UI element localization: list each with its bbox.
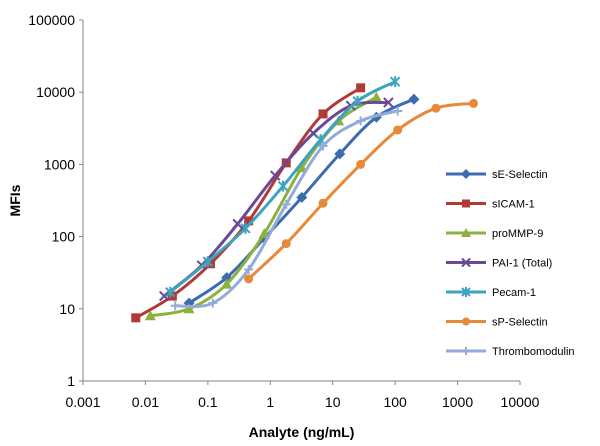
data-point — [408, 93, 420, 105]
data-point — [170, 301, 180, 311]
x-tick-label: 10 — [325, 394, 341, 410]
legend-marker — [462, 199, 470, 208]
series-sp-selectin — [244, 98, 479, 284]
data-point — [318, 198, 328, 208]
data-point — [221, 278, 233, 289]
legend-label: Pecam-1 — [492, 287, 536, 299]
data-point — [258, 228, 270, 239]
x-tick-label: 0.001 — [65, 394, 100, 410]
legend-label: PAI-1 (Total) — [492, 258, 552, 270]
data-point — [356, 83, 366, 93]
data-point — [318, 141, 328, 151]
axes — [82, 20, 520, 382]
data-point — [144, 310, 156, 321]
data-point — [244, 274, 254, 284]
y-tick-label: 10000 — [36, 84, 75, 100]
legend-item-se-selectin: sE-Selectin — [446, 169, 548, 181]
data-point — [270, 170, 281, 181]
data-point — [131, 313, 141, 323]
legend-label: sICAM-1 — [492, 199, 535, 211]
data-point — [296, 191, 308, 203]
data-point — [383, 97, 394, 108]
data-point — [389, 76, 401, 88]
series-se-selectin — [183, 93, 420, 309]
legend-marker — [462, 347, 470, 355]
x-tick-label: 0.1 — [198, 394, 218, 410]
data-point — [281, 199, 291, 209]
data-point — [167, 291, 177, 301]
data-point — [393, 106, 403, 116]
data-point — [281, 239, 291, 249]
data-point — [356, 159, 366, 169]
y-tick-label: 100 — [52, 229, 76, 245]
data-point — [240, 222, 251, 234]
data-point — [277, 180, 289, 192]
x-ticks: 0.001 0.01 0.1 1 10 100 1000 10000 — [65, 381, 540, 410]
legend-item-pecam-1: Pecam-1 — [446, 287, 536, 299]
data-point — [296, 162, 308, 173]
x-axis-title: Analyte (ng/mL) — [249, 424, 355, 440]
y-axis-title: MFIs — [7, 184, 23, 216]
data-point — [370, 91, 382, 102]
legend-item-thrombomodulin: Thrombomodulin — [446, 346, 575, 358]
y-ticks: 1 10 100 1000 10000 100000 — [28, 12, 83, 389]
series-pai-1-total — [159, 97, 394, 302]
data-point — [244, 265, 254, 275]
data-point — [356, 116, 366, 126]
x-tick-label: 100 — [383, 394, 407, 410]
data-point — [232, 218, 243, 230]
legend-label: sE-Selectin — [492, 169, 548, 181]
legend-item-prommp-9: proMMP-9 — [446, 228, 543, 240]
x-tick-label: 1 — [266, 394, 274, 410]
legend-marker — [461, 257, 471, 268]
data-point — [334, 148, 346, 160]
series-prommp-9 — [144, 91, 382, 321]
data-point — [318, 109, 328, 119]
x-tick-label: 10000 — [501, 394, 540, 410]
data-point — [352, 95, 363, 107]
legend-label: proMMP-9 — [492, 228, 543, 240]
series-thrombomodulin — [170, 106, 403, 311]
x-tick-label: 0.01 — [132, 394, 159, 410]
legend-label: sP-Selectin — [492, 317, 548, 329]
y-tick-label: 100000 — [28, 12, 75, 28]
data-point — [244, 216, 254, 226]
legend-marker — [461, 169, 471, 179]
y-tick-label: 10 — [59, 301, 75, 317]
x-tick-label: 1000 — [442, 394, 473, 410]
y-tick-label: 1 — [67, 373, 75, 389]
data-point — [183, 303, 195, 314]
data-point — [202, 256, 214, 268]
data-point — [208, 298, 218, 308]
legend-item-pai-1-total: PAI-1 (Total) — [446, 258, 552, 270]
legend-marker — [462, 317, 470, 326]
legend: sE-Selectin sICAM-1 proMMP-9 PAI-1 (Total) P… — [446, 169, 575, 358]
legend-label: Thrombomodulin — [492, 346, 575, 358]
data-point — [469, 98, 479, 108]
legend-item-sicam-1: sICAM-1 — [446, 199, 535, 211]
data-point — [431, 103, 441, 113]
series-group — [131, 76, 479, 323]
data-point — [159, 290, 170, 302]
data-point — [393, 125, 403, 135]
legend-item-sp-selectin: sP-Selectin — [446, 317, 548, 329]
legend-marker — [461, 287, 471, 297]
legend-marker — [461, 228, 471, 237]
y-tick-label: 1000 — [44, 156, 75, 172]
series-line-pai-1-total — [163, 100, 389, 298]
data-point — [165, 286, 176, 298]
